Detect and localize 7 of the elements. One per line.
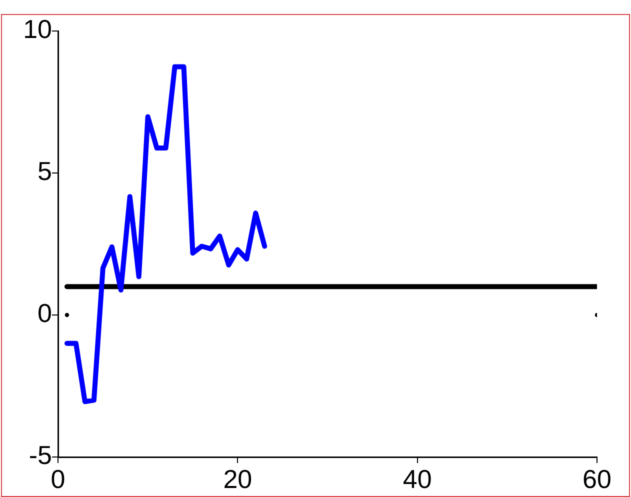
x-tick-label: 60 — [582, 464, 612, 494]
x-tick-label: 40 — [402, 464, 432, 494]
y-tick-label: 10 — [23, 14, 52, 44]
x-tick-label: 20 — [223, 464, 252, 494]
y-tick-label: 0 — [38, 298, 52, 328]
y-tick-label: 5 — [38, 156, 52, 186]
y-tick-label: -5 — [28, 440, 52, 470]
